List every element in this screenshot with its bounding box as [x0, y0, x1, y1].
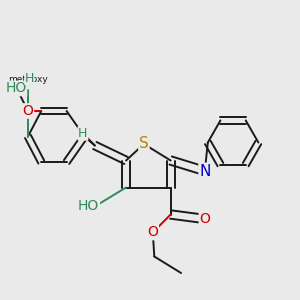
- Text: O: O: [22, 104, 33, 118]
- Text: HO: HO: [78, 199, 99, 212]
- Text: N: N: [199, 164, 211, 178]
- Text: methoxy: methoxy: [8, 75, 47, 84]
- Text: S: S: [139, 136, 149, 152]
- Text: O: O: [147, 226, 158, 239]
- Text: H: H: [78, 127, 88, 140]
- Text: O: O: [200, 212, 210, 226]
- Text: H: H: [25, 71, 34, 85]
- Text: HO: HO: [5, 82, 26, 95]
